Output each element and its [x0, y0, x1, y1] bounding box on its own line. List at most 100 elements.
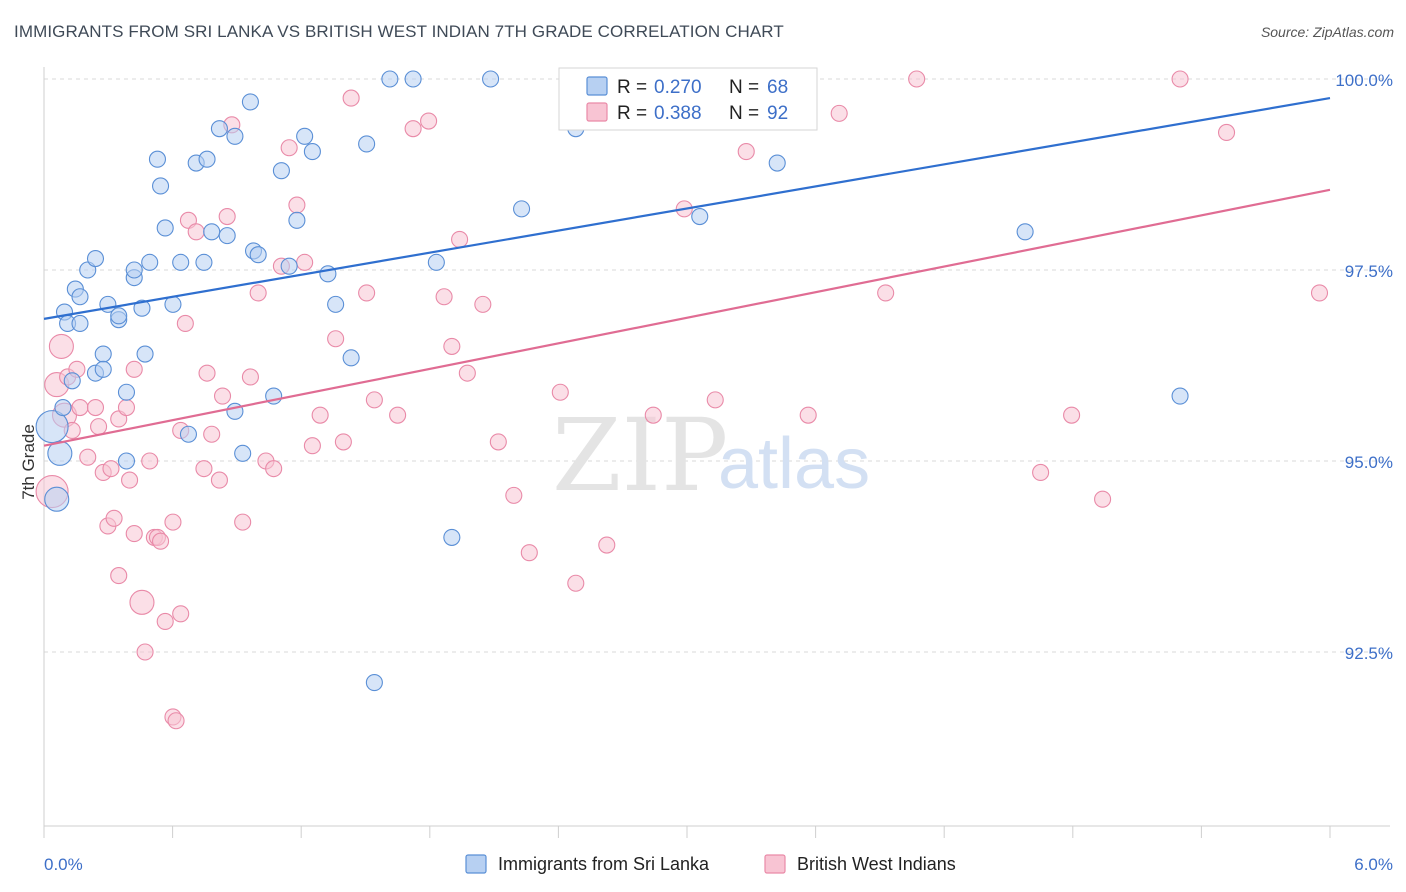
bwi-point-17 — [117, 398, 136, 417]
chart-title: IMMIGRANTS FROM SRI LANKA VS BRITISH WES… — [14, 22, 784, 41]
sri-lanka-point-63 — [768, 154, 786, 172]
bwi-point-22 — [136, 643, 154, 661]
bwi-point-47 — [265, 460, 283, 478]
bwi-point-68 — [505, 486, 523, 504]
bwi-point-71 — [567, 574, 585, 592]
sri-lanka-point-62 — [691, 207, 709, 226]
sri-lanka-point-51 — [342, 349, 360, 367]
sri-lanka-point-46 — [288, 211, 306, 229]
bwi-point-45 — [249, 284, 267, 302]
bottom-legend-swatch-pink — [764, 854, 786, 874]
y-tick-label-3: 100.0% — [1335, 71, 1393, 90]
x-tick-label-1: 6.0% — [1354, 855, 1393, 874]
sri-lanka-point-40 — [241, 93, 259, 111]
bwi-point-7 — [71, 398, 89, 417]
bwi-point-76 — [737, 143, 755, 161]
tick-labels: 92.5% 95.0% 97.5% 100.0% 0.0% 6.0% — [44, 71, 1393, 874]
sri-lanka-point-9 — [71, 314, 89, 333]
bwi-point-57 — [358, 284, 376, 302]
bwi-point-77 — [799, 406, 817, 424]
bwi-point-27 — [156, 612, 174, 630]
bottom-legend: Immigrants from Sri Lanka British West I… — [465, 854, 956, 874]
sri-lanka-point-58 — [482, 70, 500, 88]
bwi-point-73 — [644, 406, 662, 424]
bwi-point-41 — [218, 207, 236, 226]
bwi-point-63 — [443, 337, 461, 355]
sri-lanka-point-13 — [94, 345, 112, 363]
y-tick-label-1: 95.0% — [1345, 453, 1393, 472]
bwi-point-35 — [187, 223, 205, 241]
bwi-point-83 — [1094, 490, 1112, 508]
legend-r-label-2: R = — [617, 103, 647, 124]
sri-lanka-point-48 — [303, 143, 321, 161]
sri-lanka-point-29 — [172, 253, 190, 271]
sri-lanka-point-54 — [381, 70, 399, 88]
sri-lanka-point-0 — [35, 410, 69, 444]
bwi-point-79 — [877, 284, 895, 302]
sri-lanka-point-24 — [141, 253, 159, 271]
trendlines — [43, 97, 1331, 447]
bwi-point-52 — [303, 437, 321, 455]
sri-lanka-point-33 — [198, 150, 216, 168]
sri-lanka-point-34 — [203, 223, 221, 241]
sri-lanka-point-26 — [152, 177, 170, 195]
sri-lanka-point-19 — [117, 452, 136, 470]
bwi-point-50 — [288, 196, 306, 214]
bwi-point-43 — [234, 513, 252, 531]
sri-lanka-point-50 — [327, 295, 345, 313]
bwi-point-49 — [280, 139, 298, 157]
bwi-point-31 — [172, 605, 190, 623]
sri-lanka-point-56 — [427, 253, 445, 271]
bwi-point-19 — [125, 360, 143, 378]
legend-box: R = 0.270 N = 68 R = 0.388 N = 92 — [558, 67, 818, 131]
sri-lanka-point-11 — [86, 249, 105, 268]
bwi-point-2 — [48, 333, 74, 359]
legend-n-value-2: 92 — [767, 103, 788, 124]
sri-lanka-point-47 — [296, 127, 314, 145]
bwi-point-80 — [908, 70, 926, 88]
bwi-point-56 — [342, 89, 360, 107]
bwi-point-53 — [311, 406, 329, 424]
bwi-point-18 — [121, 471, 139, 489]
bwi-point-15 — [110, 567, 128, 585]
bwi-point-59 — [389, 406, 407, 424]
bwi-point-26 — [152, 532, 170, 550]
sri-lanka-point-2 — [47, 440, 73, 466]
bwi-point-69 — [520, 544, 538, 562]
y-axis-title: 7th Grade — [19, 424, 38, 500]
bwi-point-54 — [327, 330, 345, 348]
bwi-point-67 — [489, 433, 507, 451]
bwi-point-61 — [420, 112, 438, 130]
watermark-atlas: atlas — [718, 424, 870, 504]
trendline-british-west-indians — [43, 188, 1331, 447]
bwi-point-78 — [830, 104, 848, 122]
y-tick-label-2: 97.5% — [1345, 262, 1393, 281]
sri-lanka-point-45 — [280, 257, 298, 275]
bwi-point-85 — [1217, 123, 1236, 142]
bwi-point-51 — [296, 253, 314, 271]
sri-lanka-point-27 — [156, 219, 174, 237]
sri-lanka-point-53 — [365, 674, 383, 692]
sri-lanka-point-36 — [218, 227, 236, 245]
bwi-point-70 — [551, 383, 569, 401]
sri-lanka-point-64 — [1016, 223, 1034, 241]
bwi-point-72 — [598, 536, 616, 554]
sri-lanka-point-30 — [179, 425, 197, 443]
legend-swatch-pink — [586, 102, 608, 122]
sri-lanka-point-52 — [358, 135, 376, 153]
sri-lanka-point-22 — [133, 299, 151, 317]
legend-swatch-blue — [586, 76, 608, 96]
sri-lanka-point-8 — [71, 288, 89, 306]
sri-lanka-point-59 — [513, 200, 531, 218]
bwi-point-8 — [79, 448, 97, 466]
bwi-point-62 — [435, 288, 453, 306]
bwi-point-33 — [176, 314, 194, 333]
series-british-west-indians — [35, 70, 1329, 730]
legend-n-label-1: N = — [729, 77, 759, 98]
watermark: ZIP atlas — [552, 397, 870, 514]
legend-r-value-1: 0.270 — [654, 77, 702, 98]
sri-lanka-point-42 — [249, 246, 267, 264]
bottom-legend-label-blue: Immigrants from Sri Lanka — [498, 854, 710, 874]
bwi-point-44 — [241, 368, 259, 386]
